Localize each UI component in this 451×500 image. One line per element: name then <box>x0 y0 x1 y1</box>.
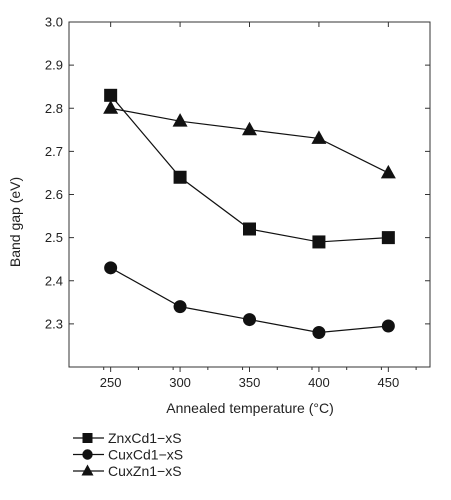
x-axis-title: Annealed temperature (°C) <box>166 400 333 416</box>
y-tick-label: 2.6 <box>45 187 63 202</box>
x-tick-label: 350 <box>239 375 261 390</box>
data-point-triangle <box>311 130 327 144</box>
y-tick-label: 2.5 <box>45 230 63 245</box>
y-axis-title: Band gap (eV) <box>7 177 23 267</box>
data-point-square <box>381 231 395 245</box>
x-tick-label: 300 <box>169 375 191 390</box>
y-tick-label: 3.0 <box>45 15 63 30</box>
legend-item: CuxZn1−xS <box>73 463 182 479</box>
data-point-circle <box>173 300 187 314</box>
legend-label: CuxCd1−xS <box>108 447 183 463</box>
data-point-square <box>173 170 187 184</box>
legend-marker-circle <box>82 449 93 460</box>
data-point-triangle <box>380 164 396 179</box>
data-point-circle <box>243 313 256 327</box>
legend-marker-triangle <box>81 464 94 476</box>
data-point-triangle <box>172 113 188 127</box>
legend-label: ZnxCd1−xS <box>108 430 182 446</box>
y-tick-label: 2.3 <box>45 316 63 331</box>
series-line <box>110 94 389 243</box>
data-point-square <box>243 222 256 236</box>
data-point-square <box>104 88 118 102</box>
x-tick-label: 400 <box>308 375 330 390</box>
series-2 <box>104 261 395 339</box>
data-point-triangle <box>242 121 257 136</box>
data-point-square <box>312 235 326 249</box>
series-line <box>110 107 389 174</box>
legend-item: ZnxCd1−xS <box>73 430 182 446</box>
x-tick-label: 250 <box>100 375 122 390</box>
y-tick-label: 2.9 <box>45 58 63 73</box>
legend-marker-square <box>82 433 93 443</box>
data-point-triangle <box>103 100 119 114</box>
legend-label: CuxZn1−xS <box>108 463 182 479</box>
series-3 <box>103 100 396 179</box>
y-tick-label: 2.4 <box>45 273 63 288</box>
x-tick-label: 450 <box>377 375 399 390</box>
y-tick-label: 2.8 <box>45 101 63 116</box>
data-point-circle <box>381 319 395 333</box>
legend-item: CuxCd1−xS <box>73 447 183 463</box>
y-tick-label: 2.7 <box>45 144 63 159</box>
data-point-circle <box>312 326 326 339</box>
series-1 <box>104 88 395 249</box>
data-point-circle <box>104 261 118 275</box>
